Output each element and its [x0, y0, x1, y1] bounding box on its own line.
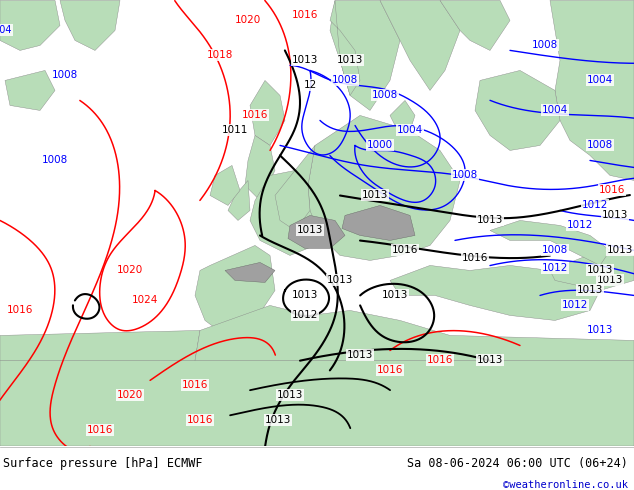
Text: 1004: 1004 — [0, 25, 12, 35]
Text: 1011: 1011 — [222, 125, 248, 135]
Text: 1013: 1013 — [597, 275, 623, 286]
Text: 1013: 1013 — [362, 191, 388, 200]
Polygon shape — [195, 305, 634, 361]
Text: 1013: 1013 — [327, 275, 353, 286]
Text: 12: 12 — [304, 80, 316, 91]
Text: ©weatheronline.co.uk: ©weatheronline.co.uk — [503, 480, 628, 490]
Polygon shape — [308, 116, 460, 261]
Text: 1008: 1008 — [52, 71, 78, 80]
Text: 1013: 1013 — [347, 350, 373, 361]
Polygon shape — [288, 216, 345, 248]
Text: 1016: 1016 — [187, 416, 213, 425]
Text: 1016: 1016 — [242, 110, 268, 121]
Text: 1013: 1013 — [477, 216, 503, 225]
Text: 1020: 1020 — [117, 391, 143, 400]
Text: 1012: 1012 — [582, 200, 608, 210]
Polygon shape — [250, 171, 325, 255]
Polygon shape — [475, 71, 560, 150]
Text: Sa 08-06-2024 06:00 UTC (06+24): Sa 08-06-2024 06:00 UTC (06+24) — [407, 457, 628, 470]
Polygon shape — [245, 135, 275, 200]
Text: 1008: 1008 — [42, 155, 68, 166]
Text: 1016: 1016 — [377, 366, 403, 375]
Polygon shape — [60, 0, 120, 50]
Polygon shape — [490, 220, 610, 266]
Text: 1013: 1013 — [577, 286, 603, 295]
Text: 1024: 1024 — [132, 295, 158, 305]
Text: 1004: 1004 — [397, 125, 423, 135]
Text: 1013: 1013 — [277, 391, 303, 400]
Text: 1013: 1013 — [292, 291, 318, 300]
Text: 1013: 1013 — [607, 245, 633, 255]
Text: 1013: 1013 — [265, 416, 291, 425]
Polygon shape — [550, 250, 634, 291]
Text: 1013: 1013 — [297, 225, 323, 235]
Polygon shape — [275, 146, 315, 230]
Text: 1012: 1012 — [542, 264, 568, 273]
Text: 1020: 1020 — [235, 16, 261, 25]
Polygon shape — [0, 0, 60, 50]
Text: 1013: 1013 — [602, 210, 628, 221]
Text: 1020: 1020 — [117, 266, 143, 275]
Text: 1016: 1016 — [7, 305, 33, 316]
Text: 1013: 1013 — [477, 355, 503, 366]
Text: Surface pressure [hPa] ECMWF: Surface pressure [hPa] ECMWF — [3, 457, 203, 470]
Text: 1016: 1016 — [292, 10, 318, 21]
Text: 1008: 1008 — [372, 91, 398, 100]
Polygon shape — [195, 245, 275, 336]
Text: 1013: 1013 — [587, 325, 613, 336]
Polygon shape — [250, 80, 285, 146]
Text: 1012: 1012 — [567, 220, 593, 230]
Text: 1013: 1013 — [587, 266, 613, 275]
Polygon shape — [390, 266, 600, 320]
Text: 1016: 1016 — [87, 425, 113, 436]
Text: 1016: 1016 — [392, 245, 418, 255]
Text: 1008: 1008 — [542, 245, 568, 255]
Text: 1016: 1016 — [182, 380, 208, 391]
Polygon shape — [342, 205, 415, 241]
Polygon shape — [380, 0, 460, 91]
Polygon shape — [330, 0, 400, 110]
Text: 1016: 1016 — [462, 253, 488, 264]
Text: 1008: 1008 — [332, 75, 358, 85]
Text: 1012: 1012 — [562, 300, 588, 311]
Text: 1008: 1008 — [587, 141, 613, 150]
Text: 1013: 1013 — [292, 55, 318, 66]
Text: 1004: 1004 — [587, 75, 613, 85]
Polygon shape — [228, 180, 250, 220]
Polygon shape — [440, 0, 510, 50]
Polygon shape — [0, 330, 200, 361]
Polygon shape — [0, 361, 634, 446]
Text: 1008: 1008 — [452, 171, 478, 180]
Polygon shape — [210, 166, 240, 205]
Text: 1016: 1016 — [598, 185, 625, 196]
Polygon shape — [330, 0, 360, 96]
Text: 1004: 1004 — [542, 105, 568, 116]
Polygon shape — [5, 71, 55, 110]
Polygon shape — [390, 100, 415, 130]
Polygon shape — [550, 0, 634, 180]
Polygon shape — [225, 263, 275, 282]
Text: 1012: 1012 — [292, 311, 318, 320]
Text: 1013: 1013 — [337, 55, 363, 66]
Text: 1000: 1000 — [367, 141, 393, 150]
Text: 1008: 1008 — [532, 41, 558, 50]
Text: 1016: 1016 — [427, 355, 453, 366]
Text: 1018: 1018 — [207, 50, 233, 60]
Text: 1013: 1013 — [382, 291, 408, 300]
